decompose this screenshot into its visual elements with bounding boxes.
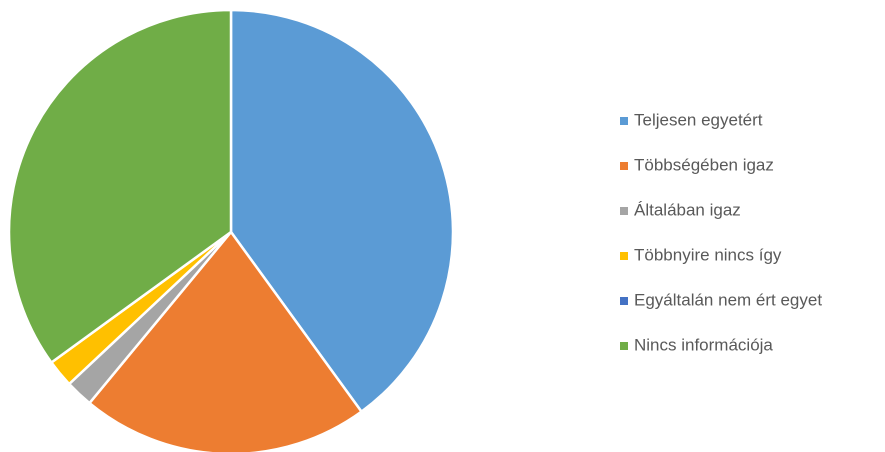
legend-swatch (620, 252, 628, 260)
legend-label: Nincs információja (634, 335, 773, 354)
legend-swatch (620, 297, 628, 305)
legend-swatch (620, 342, 628, 350)
legend-swatch (620, 207, 628, 215)
pie-slice (7, 8, 233, 365)
legend-label: Többségében igaz (634, 155, 774, 174)
pie-slice (87, 229, 364, 452)
legend-swatch (620, 117, 628, 125)
pie-slice (229, 8, 455, 414)
legend-label: Teljesen egyetért (634, 110, 763, 129)
legend-label: Többnyire nincs így (634, 245, 782, 264)
legend-label: Egyáltalán nem ért egyet (634, 290, 822, 309)
legend-label: Általában igaz (634, 200, 741, 219)
legend-swatch (620, 162, 628, 170)
